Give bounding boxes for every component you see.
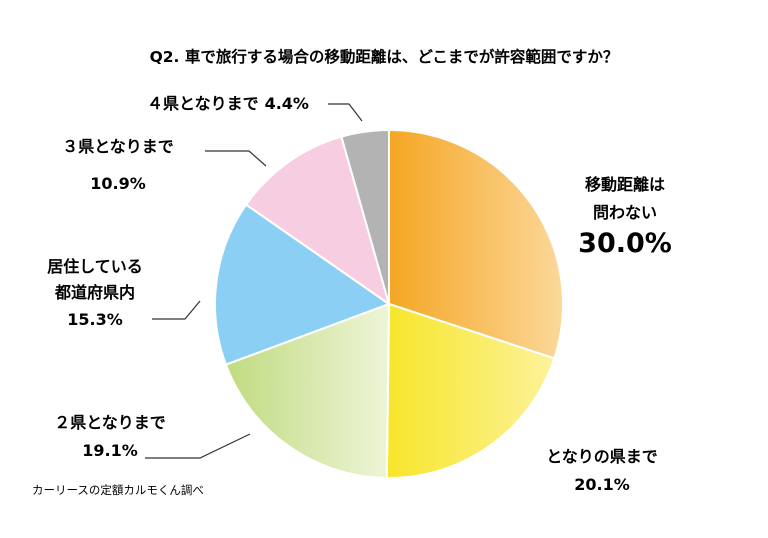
pie-slices: [214, 128, 564, 480]
pie-slice: [214, 203, 392, 366]
leader-line: [205, 150, 267, 167]
leader-line: [152, 300, 201, 320]
pie-slice: [340, 128, 390, 305]
slice-label-line: 都道府県内: [54, 283, 135, 302]
slice-value-label: 15.3%: [67, 310, 123, 329]
pie-slice: [224, 302, 391, 480]
pie-slice: [388, 128, 564, 360]
slice-label-line: 問わない: [593, 203, 657, 222]
leader-line: [328, 103, 363, 122]
slice-value-label: 19.1%: [82, 441, 138, 460]
slice-label-line: となりの県まで: [546, 447, 658, 466]
source-note: カーリースの定額カルモくん調べ: [32, 483, 204, 497]
slice-value-label: 10.9%: [90, 174, 146, 193]
slice-value-label: 4.4%: [265, 94, 309, 113]
slice-label-line: ３県となりまで: [62, 137, 174, 156]
slice-label-text: ４県となりまで: [147, 94, 259, 113]
slice-value-label: 20.1%: [574, 475, 630, 494]
leader-lines: [145, 103, 363, 459]
slice-label-line: 居住している: [47, 257, 143, 276]
chart-title: Q2. 車で旅行する場合の移動距離は、どこまでが許容範囲ですか？: [150, 47, 619, 66]
pie-slice: [385, 302, 556, 479]
slice-label-line: ２県となりまで: [54, 413, 166, 432]
slice-label-line: ４県となりまで 4.4%: [147, 94, 309, 113]
slice-label-line: 移動距離は: [585, 175, 665, 194]
slice-value-label: 30.0%: [578, 228, 672, 259]
leader-line: [145, 433, 251, 459]
